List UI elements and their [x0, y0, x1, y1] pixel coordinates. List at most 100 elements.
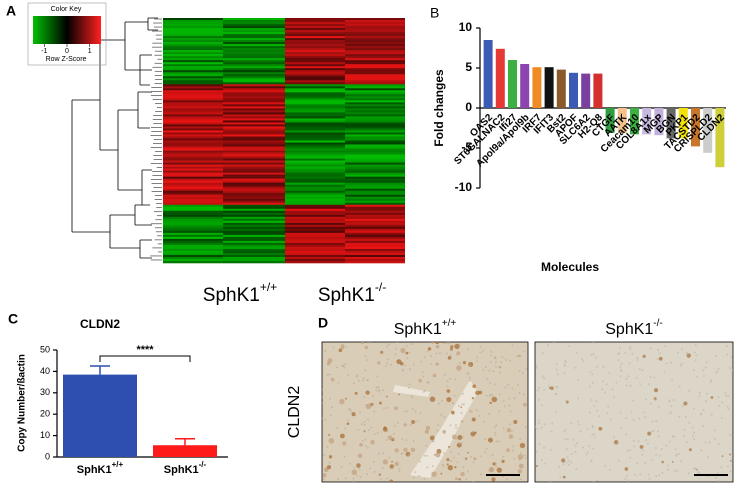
- heatmap-cell: [285, 248, 345, 252]
- nucleus: [637, 440, 640, 443]
- stain-dot: [506, 448, 510, 452]
- heatmap-cell: [223, 216, 285, 220]
- nucleus: [353, 466, 356, 469]
- heatmap-cell: [285, 54, 345, 57]
- heatmap-cell: [345, 152, 405, 155]
- nucleus: [714, 371, 717, 374]
- nucleus: [632, 419, 635, 422]
- heatmap-cell: [285, 48, 345, 51]
- nucleus: [322, 417, 324, 420]
- nucleus: [443, 452, 446, 455]
- nucleus: [408, 351, 411, 354]
- heatmap-cell: [163, 112, 223, 115]
- nucleus: [490, 361, 493, 364]
- nucleus: [586, 427, 589, 430]
- nucleus: [344, 345, 347, 348]
- nucleus: [458, 343, 461, 346]
- heatmap-cell: [223, 152, 285, 155]
- stain-dot: [683, 401, 688, 406]
- nucleus: [344, 477, 347, 480]
- nucleus: [639, 473, 642, 476]
- stain-dot: [339, 433, 345, 439]
- heatmap-cell: [223, 62, 285, 65]
- color-key-frame: [27, 2, 107, 66]
- nucleus: [405, 345, 408, 348]
- heatmap-cell: [163, 28, 223, 31]
- y-tick-label: 10: [40, 430, 50, 440]
- heatmap-cell: [345, 190, 405, 194]
- stain-dot: [432, 373, 437, 378]
- heatmap-cell: [163, 172, 223, 175]
- heatmap-cell: [285, 254, 345, 258]
- nucleus: [513, 457, 516, 460]
- heatmap-cell: [223, 220, 285, 224]
- heatmap-cell: [285, 116, 345, 119]
- stain-dot: [492, 462, 496, 466]
- heatmap-cell: [285, 38, 345, 41]
- heatmap-cell: [163, 228, 223, 232]
- heatmap-cell: [223, 64, 285, 67]
- nucleus: [440, 413, 443, 416]
- heatmap-cell: [345, 218, 405, 222]
- nucleus: [426, 381, 429, 384]
- nucleus: [410, 394, 413, 397]
- stain-dot: [446, 389, 451, 393]
- heatmap-cell: [285, 84, 345, 87]
- nucleus: [385, 365, 388, 368]
- nucleus: [519, 438, 522, 441]
- nucleus: [537, 422, 540, 425]
- nucleus: [409, 423, 412, 426]
- heatmap-cell: [345, 250, 405, 254]
- heatmap-cell: [163, 26, 223, 29]
- nucleus: [727, 395, 730, 398]
- nucleus: [498, 371, 501, 374]
- heatmap-cell: [223, 180, 285, 183]
- heatmap-cell: [223, 80, 285, 83]
- nucleus: [411, 343, 414, 346]
- heatmap-cell: [223, 260, 285, 264]
- heatmap-cell: [285, 194, 345, 198]
- heatmap-cell: [345, 178, 405, 181]
- nucleus: [328, 397, 331, 400]
- stain-dot: [519, 442, 526, 449]
- nucleus: [519, 452, 522, 455]
- heatmap-cell: [285, 142, 345, 145]
- heatmap-cell: [285, 92, 345, 95]
- nucleus: [615, 381, 618, 384]
- heatmap-cell: [163, 222, 223, 226]
- nucleus: [485, 394, 488, 397]
- nucleus: [512, 445, 515, 448]
- nucleus: [654, 399, 657, 402]
- x-tick-label: SphK1+/+: [77, 460, 124, 476]
- heatmap-cell: [345, 192, 405, 196]
- nucleus: [484, 438, 487, 441]
- y-tick-label: 50: [40, 344, 50, 354]
- heatmap-cell: [163, 200, 223, 204]
- stain-dot: [513, 419, 518, 424]
- nucleus: [394, 347, 397, 350]
- label-base: SphK1: [605, 321, 653, 338]
- nucleus: [454, 378, 457, 381]
- heatmap-cell: [223, 154, 285, 157]
- nucleus: [678, 453, 681, 456]
- nucleus: [358, 468, 361, 471]
- nucleus: [366, 446, 369, 449]
- stain-dot: [658, 356, 663, 361]
- heatmap-cell: [285, 246, 345, 250]
- heatmap-cell: [345, 166, 405, 169]
- heatmap-cell: [345, 42, 405, 45]
- heatmap-cell: [345, 124, 405, 127]
- stain-dot: [339, 398, 345, 405]
- heatmap-cell: [223, 18, 285, 21]
- heatmap-cell: [223, 240, 285, 244]
- heatmap-cell: [163, 240, 223, 244]
- nucleus: [617, 459, 620, 462]
- nucleus: [362, 377, 365, 380]
- heatmap-cell: [163, 18, 223, 21]
- nucleus: [628, 346, 631, 349]
- heatmap-cell: [285, 186, 345, 189]
- nucleus: [408, 383, 411, 386]
- nucleus: [629, 448, 632, 451]
- nucleus: [660, 447, 663, 450]
- nucleus: [350, 410, 353, 413]
